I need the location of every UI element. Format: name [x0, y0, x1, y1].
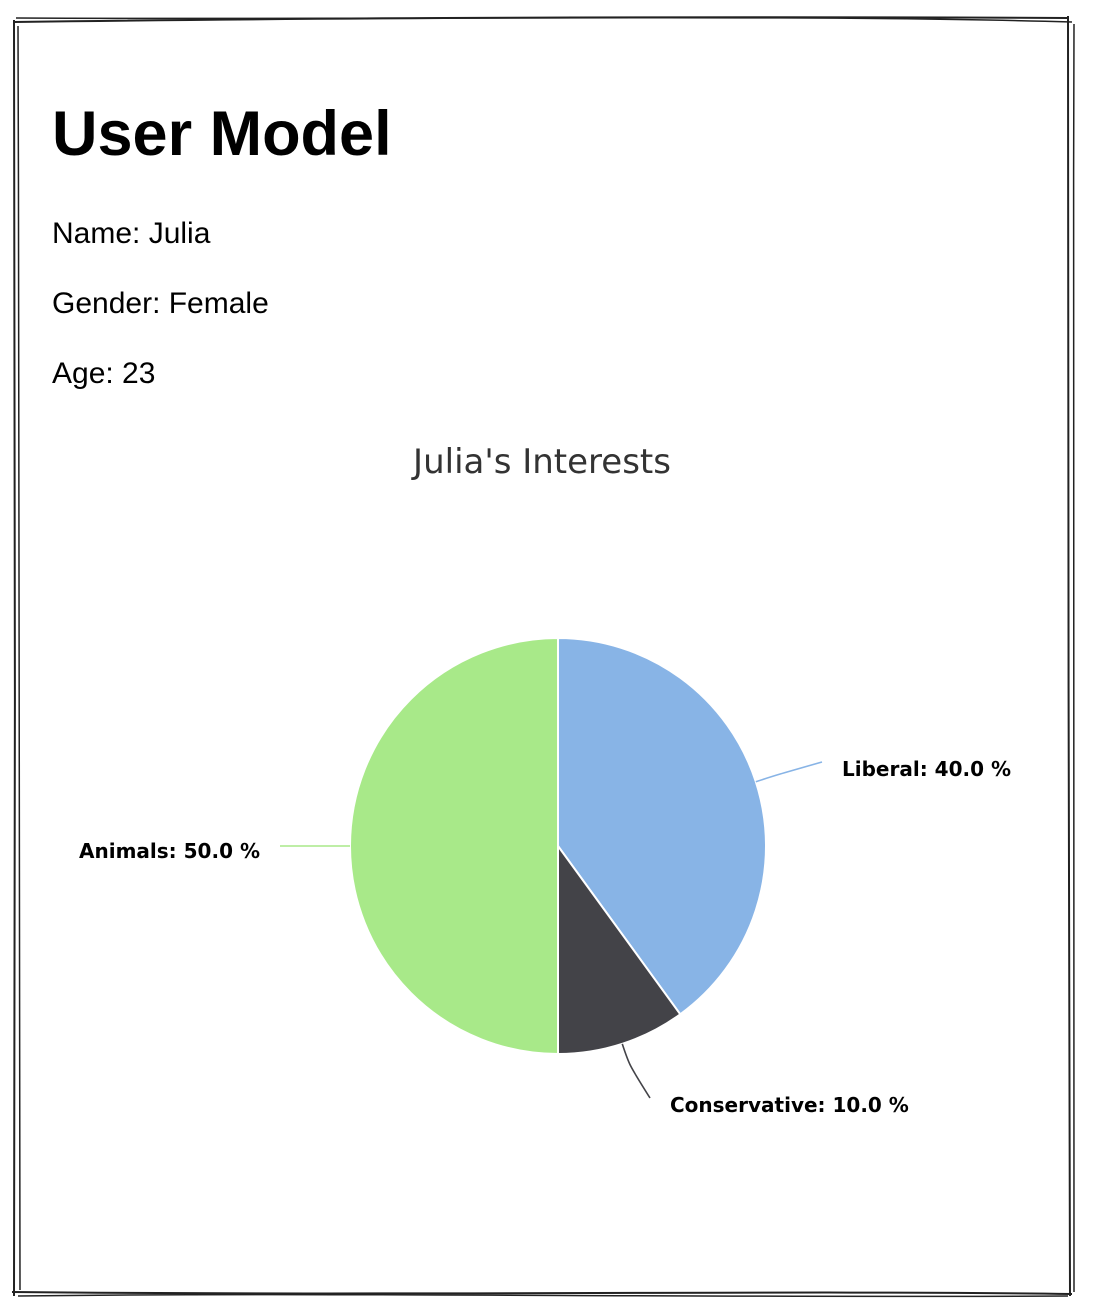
- slice-label-animals: Animals: 50.0 %: [79, 839, 260, 863]
- age-field: Age: 23: [52, 357, 156, 390]
- pie-slice-animals[interactable]: [349, 636, 559, 1056]
- slice-label-liberal: Liberal: 40.0 %: [842, 757, 1011, 781]
- pie-labels: Liberal: 40.0 % Conservative: 10.0 % Anima…: [79, 757, 1011, 1117]
- page-title: User Model: [52, 99, 392, 169]
- name-field: Name: Julia: [52, 217, 211, 250]
- gender-field: Gender: Female: [52, 287, 269, 320]
- chart-title: Julia's Interests: [411, 442, 671, 482]
- connector-conservative: [621, 1043, 651, 1099]
- user-model-card: User Model Name: Julia Gender: Female Ag…: [14, 18, 1070, 1296]
- connector-liberal: [755, 761, 823, 783]
- pie-slice-conservative[interactable]: [557, 842, 682, 1056]
- pie-slices: [349, 636, 767, 1056]
- slice-label-conservative: Conservative: 10.0 %: [670, 1093, 909, 1117]
